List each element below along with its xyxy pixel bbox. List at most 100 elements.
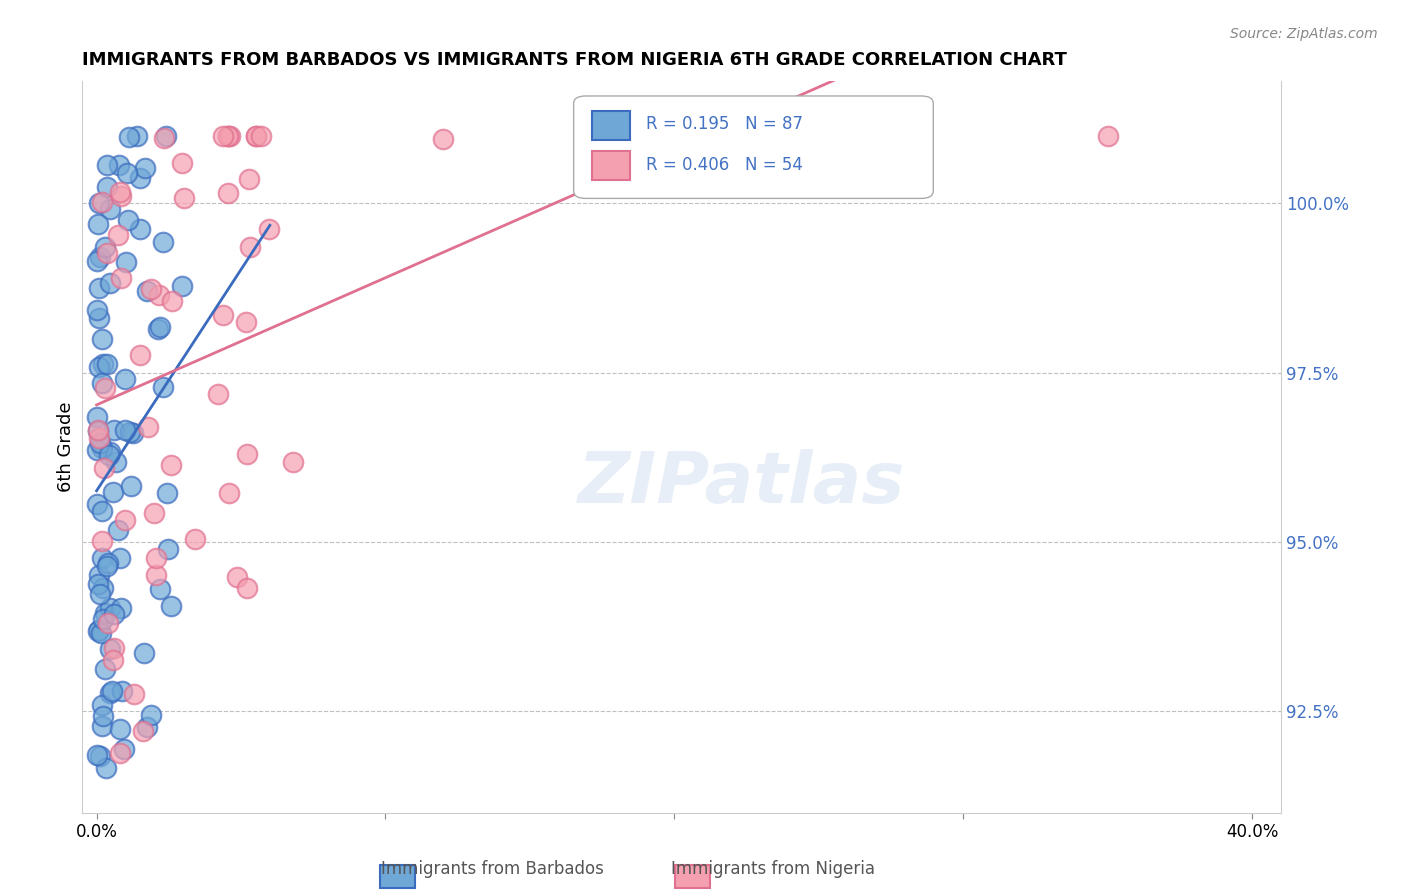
Point <box>170 155 193 169</box>
Point <box>86 443 108 458</box>
Point <box>96 761 118 775</box>
Point <box>257 222 280 236</box>
Point <box>87 431 110 445</box>
Point <box>110 188 132 202</box>
Point <box>152 235 174 249</box>
Point <box>104 455 127 469</box>
Point <box>239 240 262 254</box>
Point <box>141 282 163 296</box>
Point <box>125 128 148 143</box>
Point <box>90 533 112 548</box>
Point <box>218 486 240 500</box>
Point <box>97 615 120 630</box>
Point <box>86 747 108 762</box>
Point <box>96 246 118 260</box>
Point <box>120 425 142 439</box>
Point <box>90 626 112 640</box>
Point <box>129 348 152 362</box>
Point <box>91 551 114 566</box>
Point <box>89 360 111 375</box>
Point <box>87 624 110 639</box>
Point <box>103 485 125 500</box>
Point <box>149 319 172 334</box>
Point <box>91 194 114 209</box>
Point <box>101 684 124 698</box>
Point <box>238 171 260 186</box>
Point <box>146 322 169 336</box>
Point <box>89 436 111 450</box>
Point <box>235 315 257 329</box>
Point <box>139 707 162 722</box>
Point <box>110 270 132 285</box>
Point <box>87 577 110 591</box>
Point <box>89 749 111 764</box>
Point <box>114 255 136 269</box>
Point <box>138 419 160 434</box>
Point <box>173 190 195 204</box>
Point <box>89 195 111 210</box>
Y-axis label: 6th Grade: 6th Grade <box>58 402 75 492</box>
Point <box>218 128 240 143</box>
Point <box>107 523 129 537</box>
Point <box>91 612 114 626</box>
Point <box>117 166 139 180</box>
Point <box>122 426 145 441</box>
Point <box>103 423 125 437</box>
Point <box>217 186 239 200</box>
Point <box>160 458 183 473</box>
Point <box>606 128 628 143</box>
Point <box>93 460 115 475</box>
Point <box>89 586 111 600</box>
Point <box>225 570 247 584</box>
Point <box>90 441 112 455</box>
Point <box>91 332 114 346</box>
Point <box>86 303 108 318</box>
Point <box>155 128 177 143</box>
Point <box>108 723 131 737</box>
Point <box>281 455 304 469</box>
Point <box>98 202 121 216</box>
Point <box>143 506 166 520</box>
Point <box>87 217 110 231</box>
Text: ZIPatlas: ZIPatlas <box>578 450 905 518</box>
Point <box>87 424 110 438</box>
Point <box>432 132 454 146</box>
Point <box>101 653 124 667</box>
Point <box>132 646 155 660</box>
Point <box>87 624 110 638</box>
Text: R = 0.195   N = 87: R = 0.195 N = 87 <box>645 115 803 133</box>
Point <box>91 376 114 390</box>
Point <box>721 128 744 143</box>
Point <box>148 287 170 301</box>
Point <box>110 550 132 565</box>
Point <box>118 129 141 144</box>
Point <box>94 662 117 676</box>
Point <box>114 512 136 526</box>
Point <box>107 228 129 243</box>
Point <box>217 128 239 143</box>
Point <box>97 449 120 463</box>
Point <box>160 294 183 309</box>
Point <box>117 212 139 227</box>
Point <box>98 277 121 291</box>
Point <box>129 170 152 185</box>
FancyBboxPatch shape <box>574 96 934 198</box>
Point <box>128 222 150 236</box>
Point <box>91 709 114 723</box>
Point <box>136 720 159 734</box>
Point <box>212 308 235 322</box>
Point <box>98 445 121 459</box>
Point <box>153 131 176 145</box>
Text: IMMIGRANTS FROM BARBADOS VS IMMIGRANTS FROM NIGERIA 6TH GRADE CORRELATION CHART: IMMIGRANTS FROM BARBADOS VS IMMIGRANTS F… <box>82 51 1067 69</box>
Point <box>96 180 118 194</box>
Point <box>96 158 118 172</box>
Point <box>245 128 267 143</box>
Point <box>98 686 121 700</box>
Point <box>90 719 112 733</box>
Point <box>114 423 136 437</box>
Point <box>145 550 167 565</box>
Point <box>211 128 233 143</box>
Text: Source: ZipAtlas.com: Source: ZipAtlas.com <box>1230 27 1378 41</box>
Point <box>86 497 108 511</box>
Point <box>93 606 115 620</box>
